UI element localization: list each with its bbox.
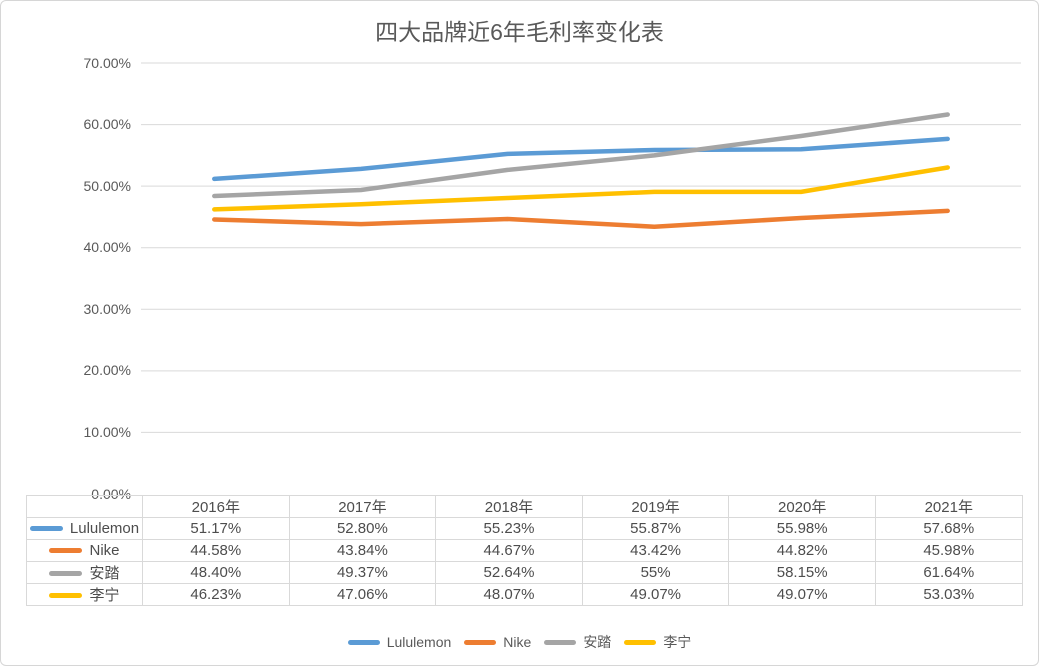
table-cell: 49.07% (581, 583, 730, 606)
table-cell: 43.84% (288, 539, 437, 562)
table-header-2020: 2020年 (728, 495, 876, 518)
nike-legend-swatch-icon (464, 639, 497, 645)
chart-title: 四大品牌近6年毛利率变化表 (375, 19, 664, 45)
table-cell: 46.23% (142, 583, 290, 606)
table-cell: 44.82% (728, 539, 876, 562)
legend-label: Nike (503, 634, 532, 650)
lining-series-swatch-icon (49, 592, 83, 598)
series-line-3 (212, 165, 950, 212)
table-cell: 47.06% (288, 583, 437, 606)
table-cell: 55.23% (435, 517, 583, 540)
legend-item-lululemon: Lululemon (347, 634, 452, 650)
table-cell: 48.40% (142, 561, 290, 584)
table-cell: 61.64% (874, 561, 1023, 584)
chart-legend: Lululemon Nike 安踏 李宁 (1, 631, 1038, 653)
table-cell: 49.07% (728, 583, 876, 606)
table-cell: 44.67% (435, 539, 583, 562)
table-cell: 49.37% (288, 561, 437, 584)
y-axis-tick-label: 40.00% (83, 239, 131, 255)
table-header-row: 2016年 2017年 2018年 2019年 2020年 2021年 (26, 495, 1023, 518)
anta-series-swatch-icon (49, 570, 83, 576)
y-axis-tick-label: 60.00% (83, 116, 131, 132)
table-header-2019: 2019年 (581, 495, 730, 518)
nike-series-swatch-icon (49, 547, 83, 553)
row-header-lining: 李宁 (26, 583, 143, 606)
y-axis-tick-label: 30.00% (83, 301, 131, 317)
table-header-2016: 2016年 (142, 495, 290, 518)
series-line-1 (212, 208, 950, 229)
chart-data-table: 2016年 2017年 2018年 2019年 2020年 2021年 Lulu… (26, 495, 1023, 606)
anta-legend-swatch-icon (544, 639, 577, 645)
table-cell: 44.58% (142, 539, 290, 562)
table-cell: 55% (581, 561, 730, 584)
lining-legend-swatch-icon (624, 639, 657, 645)
y-axis-tick-label: 50.00% (83, 178, 131, 194)
row-label: Lululemon (69, 520, 140, 537)
table-header-2018: 2018年 (435, 495, 583, 518)
table-cell: 57.68% (874, 517, 1023, 540)
table-corner-cell (26, 495, 143, 518)
legend-item-anta: 安踏 (544, 632, 611, 652)
table-row-lining: 李宁 46.23% 47.06% 48.07% 49.07% 49.07% 53… (26, 583, 1023, 606)
table-cell: 55.98% (728, 517, 876, 540)
table-cell: 55.87% (581, 517, 730, 540)
table-row-anta: 安踏 48.40% 49.37% 52.64% 55% 58.15% 61.64… (26, 561, 1023, 584)
row-label: Nike (89, 542, 120, 559)
table-row-lululemon: Lululemon 51.17% 52.80% 55.23% 55.87% 55… (26, 517, 1023, 540)
legend-label: 安踏 (583, 634, 612, 650)
table-cell: 48.07% (435, 583, 583, 606)
legend-label: Lululemon (386, 634, 452, 650)
table-cell: 58.15% (728, 561, 876, 584)
lululemon-legend-swatch-icon (347, 639, 380, 645)
table-cell: 43.42% (581, 539, 730, 562)
table-header-2017: 2017年 (288, 495, 437, 518)
series-line-0 (212, 136, 950, 182)
y-axis-tick-label: 10.00% (83, 424, 131, 440)
row-header-nike: Nike (26, 539, 143, 562)
y-axis-tick-label: 70.00% (83, 55, 131, 71)
table-cell: 52.80% (288, 517, 437, 540)
row-header-anta: 安踏 (26, 561, 143, 584)
table-cell: 45.98% (874, 539, 1023, 562)
lululemon-series-swatch-icon (29, 525, 63, 531)
row-label: 安踏 (89, 565, 120, 582)
table-row-nike: Nike 44.58% 43.84% 44.67% 43.42% 44.82% … (26, 539, 1023, 562)
legend-item-nike: Nike (464, 634, 531, 650)
row-header-lululemon: Lululemon (26, 517, 143, 540)
table-header-2021: 2021年 (874, 495, 1023, 518)
table-cell: 51.17% (142, 517, 290, 540)
row-label: 李宁 (89, 587, 120, 604)
legend-item-lining: 李宁 (624, 632, 691, 652)
series-line-2 (212, 112, 950, 199)
legend-label: 李宁 (663, 634, 692, 650)
table-cell: 53.03% (874, 583, 1023, 606)
y-axis-tick-label: 20.00% (83, 362, 131, 378)
table-cell: 52.64% (435, 561, 583, 584)
